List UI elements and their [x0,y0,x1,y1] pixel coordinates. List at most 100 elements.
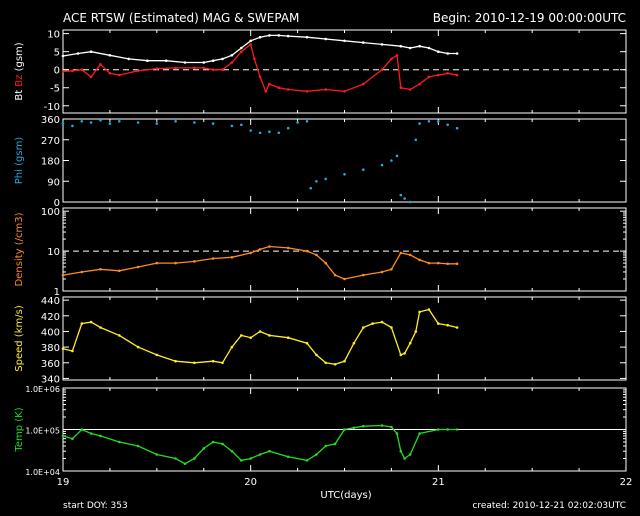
begin-time: Begin: 2010-12-19 00:00:00UTC [433,11,626,25]
data-point [395,154,399,158]
data-point [108,54,112,57]
data-point [362,82,365,86]
y-tick-label: -5 [50,84,60,95]
data-point [193,361,196,365]
data-point [174,120,177,123]
data-point [268,449,271,453]
data-point [193,260,196,263]
data-point [240,46,243,50]
data-point [99,434,102,438]
data-point [305,341,309,345]
data-point [193,66,196,70]
data-point [437,322,440,325]
y-tick-label: 90 [47,177,60,188]
data-point [437,50,440,53]
data-point [362,424,365,428]
data-point [305,90,309,93]
data-point [324,37,328,41]
series-temp [61,424,459,466]
data-point [380,424,384,427]
data-point [343,90,346,93]
data-point [399,44,403,48]
data-point [408,453,412,456]
data-point [390,268,393,271]
data-point [427,75,431,79]
data-point [155,261,159,265]
data-point [211,359,215,363]
y-tick-label: 380 [41,343,60,354]
data-point [155,453,159,456]
data-point [315,453,318,456]
data-point [286,34,290,38]
data-point [455,52,459,55]
data-point [286,88,290,91]
y-tick-label: 100 [41,207,60,218]
data-point [455,428,459,431]
data-point [155,67,159,70]
y-axis-label-part: (gsm) [14,42,25,74]
data-point [286,455,290,459]
data-point [390,425,393,429]
y-axis-label: Bt Bz (gsm) [14,42,25,100]
data-point [343,277,346,281]
y-tick-label: 400 [41,327,60,338]
data-point [427,261,431,265]
y-tick-label: 440 [41,296,60,307]
y-tick-label: 360 [41,115,60,126]
data-point [268,130,271,133]
data-point [253,57,256,61]
data-point [211,68,215,71]
data-point [343,359,346,363]
data-point [305,249,309,253]
data-point [99,268,102,271]
data-point [343,173,346,176]
data-point [89,121,93,124]
data-point [324,444,328,448]
data-point [408,88,412,91]
data-point [403,197,406,200]
y-tick-label: 0 [54,66,60,77]
data-point [352,426,356,430]
data-point [230,61,234,64]
data-point [258,248,262,251]
data-point [99,326,102,329]
data-point [268,245,271,248]
data-point [446,428,450,431]
data-point [446,262,450,266]
data-point [324,261,328,265]
data-point [211,440,215,444]
data-point [127,57,130,61]
data-point [249,39,252,43]
data-point [399,251,403,255]
data-point [211,59,215,62]
data-point [240,123,243,127]
data-point [174,66,177,70]
x-tick-label: 19 [57,477,70,488]
y-axis-label-part: Bt [14,90,25,101]
data-point [315,180,318,183]
panel-0: -10 -5 0 5 10 Bt Bz (gsm) [14,29,627,114]
series-line [62,34,458,64]
data-point [446,123,450,127]
data-point [268,82,271,86]
data-point [61,434,65,438]
data-point [230,124,234,128]
data-point [76,52,80,55]
data-point [99,63,102,66]
data-point [277,86,281,89]
data-point [395,54,399,57]
data-point [118,269,121,273]
data-point [333,442,337,446]
data-point [418,82,421,86]
data-point [286,126,290,130]
y-tick-label: 180 [41,157,60,168]
data-point [315,353,318,357]
data-point [399,86,403,89]
y-tick-label: 1.0E+05 [25,427,60,436]
data-point [408,341,412,345]
data-point [418,122,421,125]
data-point [155,353,159,357]
data-point [362,168,365,171]
data-point [305,120,309,123]
panel-1: 0 90 180 270 360 Phi (gsm) [14,115,627,209]
